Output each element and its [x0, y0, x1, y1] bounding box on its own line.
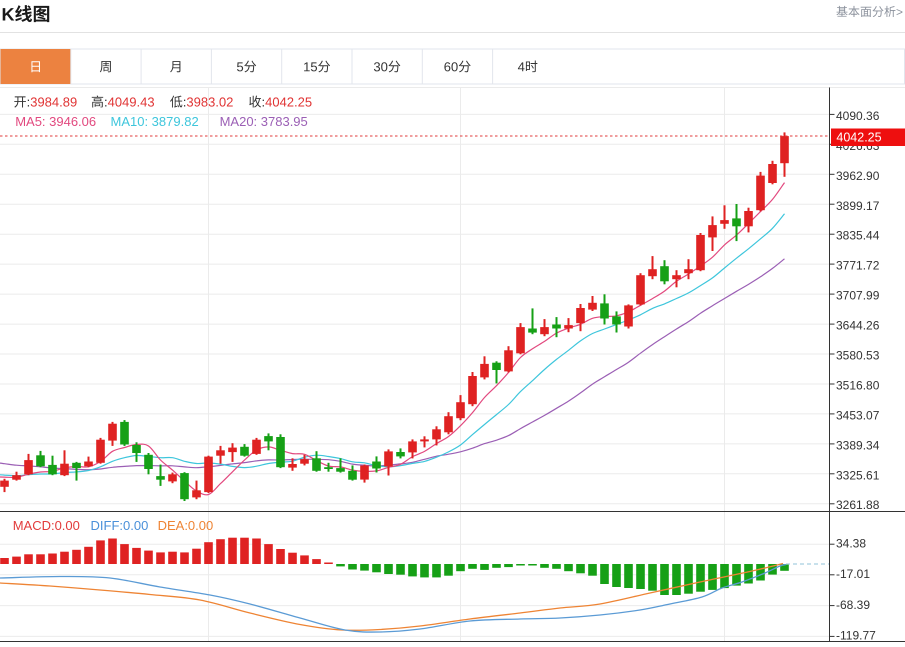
- svg-text:3580.53: 3580.53: [836, 349, 880, 363]
- svg-text:3261.88: 3261.88: [836, 498, 880, 512]
- svg-text:3771.72: 3771.72: [836, 259, 880, 273]
- svg-text:MACD:0.00: MACD:0.00: [13, 518, 80, 533]
- svg-text:4090.36: 4090.36: [836, 109, 880, 123]
- svg-text:3453.07: 3453.07: [836, 408, 880, 422]
- svg-text:3707.99: 3707.99: [836, 289, 880, 303]
- svg-text:3899.17: 3899.17: [836, 199, 880, 213]
- svg-text:3389.34: 3389.34: [836, 438, 880, 452]
- svg-text:3325.61: 3325.61: [836, 468, 880, 482]
- svg-text:-68.39: -68.39: [836, 598, 870, 612]
- svg-text:3516.80: 3516.80: [836, 379, 880, 393]
- svg-text:DIFF:0.00: DIFF:0.00: [91, 518, 149, 533]
- svg-text:-119.77: -119.77: [836, 629, 876, 643]
- svg-text:3835.44: 3835.44: [836, 229, 880, 243]
- svg-text:MA5: 3946.06: MA5: 3946.06: [15, 114, 96, 129]
- svg-text:MA20: 3783.95: MA20: 3783.95: [220, 114, 308, 129]
- svg-text:DEA:0.00: DEA:0.00: [158, 518, 214, 533]
- svg-text:4042.25: 4042.25: [836, 131, 881, 145]
- svg-text:MA10: 3879.82: MA10: 3879.82: [111, 114, 199, 129]
- svg-text:3962.90: 3962.90: [836, 169, 880, 183]
- svg-text:-17.01: -17.01: [836, 567, 870, 581]
- svg-text:3644.26: 3644.26: [836, 319, 880, 333]
- svg-text:34.38: 34.38: [836, 536, 866, 550]
